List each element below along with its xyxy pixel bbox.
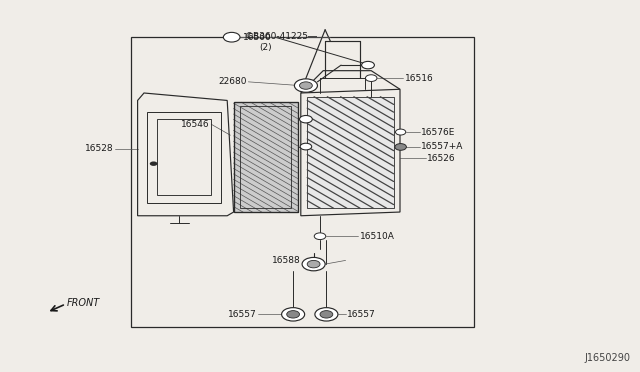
Bar <box>240 106 291 208</box>
Text: ©B360-41225―: ©B360-41225― <box>245 32 318 41</box>
Bar <box>234 102 298 212</box>
Circle shape <box>396 129 406 135</box>
Text: 22680: 22680 <box>218 77 247 86</box>
Circle shape <box>307 260 320 268</box>
Circle shape <box>294 79 317 92</box>
Text: 16528: 16528 <box>85 144 114 153</box>
Bar <box>307 97 394 208</box>
Bar <box>131 37 474 327</box>
Text: 16557: 16557 <box>347 310 376 319</box>
Circle shape <box>302 257 325 271</box>
Text: 16546: 16546 <box>181 120 210 129</box>
Circle shape <box>395 144 406 150</box>
Text: J1650290: J1650290 <box>584 353 630 363</box>
Circle shape <box>320 311 333 318</box>
Text: 16510A: 16510A <box>360 232 394 241</box>
Text: 16576E: 16576E <box>421 128 456 137</box>
Circle shape <box>362 61 374 69</box>
Circle shape <box>365 75 377 81</box>
Text: S: S <box>230 34 234 40</box>
Text: 16516: 16516 <box>404 74 433 83</box>
Circle shape <box>150 161 157 166</box>
Circle shape <box>300 115 312 123</box>
Circle shape <box>300 143 312 150</box>
Circle shape <box>223 32 240 42</box>
Circle shape <box>282 308 305 321</box>
Text: 16500: 16500 <box>243 33 271 42</box>
Circle shape <box>314 233 326 240</box>
Text: 16557+A: 16557+A <box>421 142 463 151</box>
Text: 16557: 16557 <box>228 310 257 319</box>
Text: FRONT: FRONT <box>67 298 100 308</box>
Text: 16588: 16588 <box>272 256 301 265</box>
Circle shape <box>287 311 300 318</box>
Text: (2): (2) <box>259 43 272 52</box>
Bar <box>234 102 298 212</box>
Circle shape <box>315 308 338 321</box>
Text: 16526: 16526 <box>427 154 456 163</box>
Circle shape <box>300 82 312 89</box>
